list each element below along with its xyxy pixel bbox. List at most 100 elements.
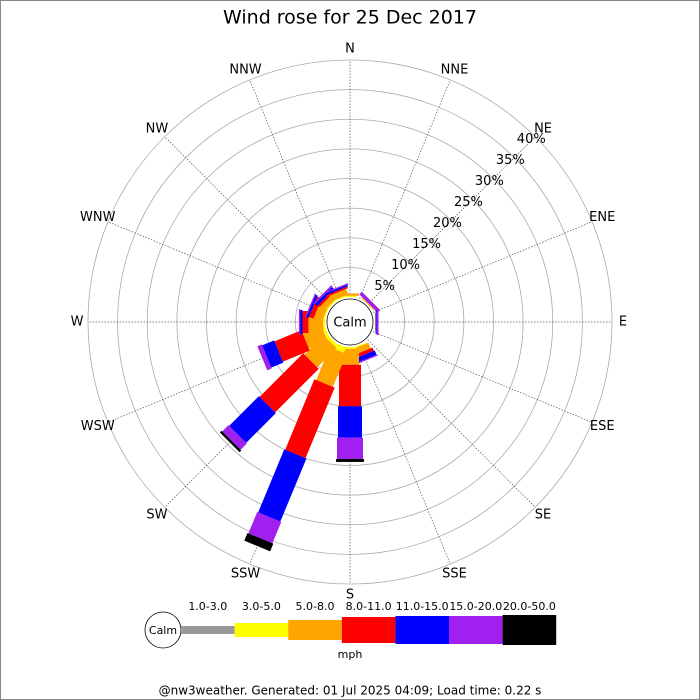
legend-label: 20.0-50.0	[503, 600, 556, 613]
legend-swatch	[181, 626, 235, 634]
legend-swatch	[341, 617, 396, 643]
direction-label: ESE	[590, 419, 615, 434]
legend-label: 11.0-15.0	[396, 600, 449, 613]
grid: N NNE NE ENE E ESE SE SSE S SSW SW WSW W WNW NW NNW 5% 10…	[71, 42, 628, 603]
legend: Calm 1.0-3.0 3.0-5.0 5.0-8.0 8.0-11.0 11.0-15…	[144, 600, 557, 649]
bar-segment	[327, 299, 337, 309]
footer: @nw3weather. Generated: 01 Jul 2025 04:0…	[159, 684, 542, 698]
direction-label: ENE	[589, 210, 615, 225]
bar-segment	[300, 310, 303, 334]
ring-label: 30%	[475, 174, 504, 189]
ring	[87, 59, 613, 585]
legend-swatch	[449, 616, 503, 644]
bar-segment	[344, 347, 356, 349]
bar-segment	[339, 364, 361, 407]
bar-segment	[359, 291, 381, 313]
bar-segment	[354, 342, 366, 349]
bar-segment	[329, 288, 349, 302]
bar-segment	[325, 284, 349, 296]
spoke	[249, 79, 341, 300]
bars	[219, 282, 381, 552]
chart-title: Wind rose for 25 Dec 2017	[223, 7, 477, 29]
ring-label: 20%	[433, 216, 462, 231]
bar-segment	[323, 316, 325, 328]
bar-segment	[298, 309, 301, 335]
legend-label: 3.0-5.0	[242, 600, 281, 613]
bar-segment	[323, 282, 349, 295]
bar-segment	[344, 295, 356, 297]
bar-segment	[259, 353, 319, 413]
legend-swatch	[395, 616, 449, 644]
ring-label: 15%	[412, 237, 441, 252]
legend-label: 5.0-8.0	[296, 600, 335, 613]
direction-label: W	[71, 315, 84, 330]
bar-segment	[304, 293, 317, 318]
spoke	[372, 221, 593, 313]
spoke	[107, 221, 328, 313]
spoke	[164, 136, 333, 305]
legend-swatch	[288, 620, 342, 640]
bar-segment	[219, 430, 242, 453]
legend-calm-label: Calm	[149, 624, 177, 637]
bar-segment	[353, 354, 378, 366]
bar-segment	[244, 532, 274, 552]
bar-segment	[274, 330, 310, 362]
legend-label: 1.0-3.0	[188, 600, 227, 613]
direction-label: E	[619, 315, 627, 330]
bar-segment	[332, 342, 346, 353]
bar-segment	[304, 335, 337, 368]
bar-segment	[341, 293, 359, 296]
direction-label: SW	[146, 508, 167, 523]
ring-label: 35%	[496, 153, 525, 168]
direction-label: WSW	[81, 419, 115, 434]
bar-segment	[248, 512, 282, 544]
bar-segment	[258, 449, 307, 522]
bar-segment	[323, 306, 330, 318]
spoke	[359, 79, 451, 300]
direction-label: SE	[535, 508, 551, 523]
direction-label: NW	[146, 121, 169, 136]
direction-label: NNE	[441, 62, 469, 77]
calm-label: Calm	[333, 316, 366, 331]
bar-segment	[341, 348, 359, 365]
spoke	[372, 331, 593, 423]
direction-label: WNW	[80, 210, 116, 225]
ring-label: 25%	[454, 195, 483, 210]
bar-segment	[229, 396, 276, 443]
ring-label: 40%	[517, 132, 546, 147]
spoke	[359, 344, 451, 565]
legend-label: 8.0-11.0	[346, 600, 392, 613]
bar-segment	[306, 294, 318, 318]
ring-label: 10%	[391, 258, 420, 273]
bar-segment	[325, 335, 337, 347]
bar-segment	[337, 437, 363, 459]
bar-segment	[326, 286, 348, 297]
direction-label: SSE	[442, 567, 467, 582]
spoke	[367, 339, 536, 508]
direction-label: SSW	[231, 567, 261, 582]
bar-segment	[375, 313, 376, 331]
bar-segment	[316, 347, 347, 387]
legend-swatch	[502, 615, 557, 645]
bar-segment	[222, 425, 247, 450]
direction-label: N	[345, 42, 355, 57]
ring-label: 5%	[374, 279, 395, 294]
bar-segment	[257, 344, 272, 371]
bar-segment	[334, 295, 346, 302]
bar-segment	[313, 285, 333, 305]
bar-segment	[321, 326, 330, 339]
bar-segment	[262, 340, 284, 368]
direction-label: NE	[534, 121, 552, 136]
bar-segment	[361, 297, 375, 311]
direction-label: S	[346, 588, 354, 603]
legend-label: 15.0-20.0	[449, 600, 502, 613]
direction-label: NNW	[229, 62, 261, 77]
bar-segment	[376, 309, 379, 335]
legend-swatch	[234, 623, 289, 637]
bar-segment	[338, 406, 362, 438]
bar-segment	[285, 379, 335, 459]
calm-circle	[326, 298, 374, 346]
unit-label: mph	[338, 648, 363, 661]
bar-segment	[336, 458, 364, 462]
